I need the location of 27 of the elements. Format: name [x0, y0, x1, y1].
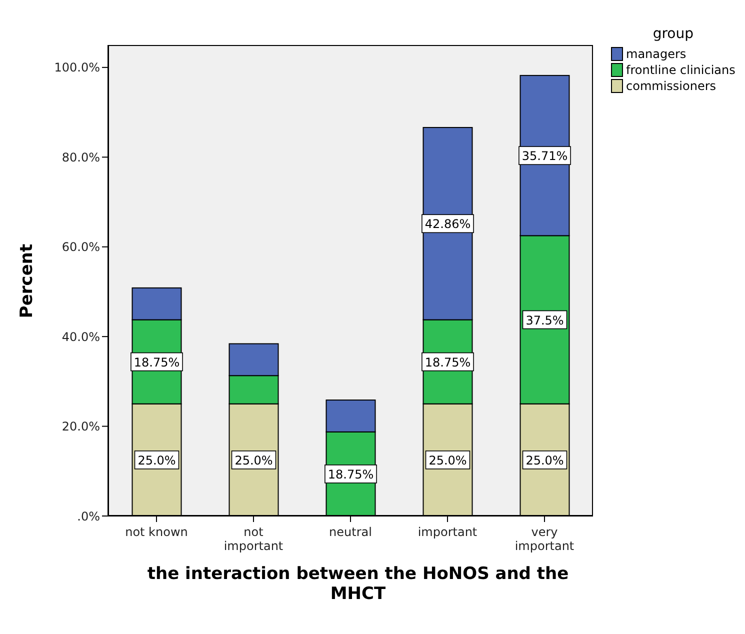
data-label: 25.0%: [138, 453, 176, 468]
x-tick-label: neutral: [329, 525, 372, 539]
data-label: 25.0%: [428, 453, 467, 468]
x-tick-label: very important: [514, 525, 574, 553]
x-tick-label: not important: [224, 525, 284, 553]
y-tick-label: 100.0%: [54, 60, 100, 75]
x-tick-label: important: [418, 525, 478, 539]
data-label: 35.71%: [522, 149, 568, 164]
data-label: 25.0%: [526, 453, 564, 468]
y-tick-label: .0%: [77, 509, 100, 524]
x-tick-label: not known: [125, 525, 188, 539]
data-label: 18.75%: [328, 467, 374, 482]
data-label: 18.75%: [134, 355, 180, 370]
data-label: 25.0%: [234, 453, 273, 468]
legend-label: frontline clinicians: [626, 63, 736, 77]
data-label: 37.5%: [526, 313, 564, 328]
legend-label: managers: [626, 47, 686, 61]
y-tick-label: 20.0%: [62, 420, 100, 434]
data-label: 18.75%: [424, 355, 471, 370]
data-label: 42.86%: [424, 217, 471, 232]
y-tick-label: 60.0%: [62, 240, 100, 254]
y-axis-title: Percent: [17, 243, 37, 318]
legend-title: group: [652, 26, 695, 42]
legend-label: commissioners: [626, 79, 716, 93]
y-tick-label: 80.0%: [62, 150, 100, 164]
x-axis-title: the interaction between the HoNOS and the MHCT: [146, 564, 570, 604]
y-tick-label: 40.0%: [62, 330, 100, 344]
